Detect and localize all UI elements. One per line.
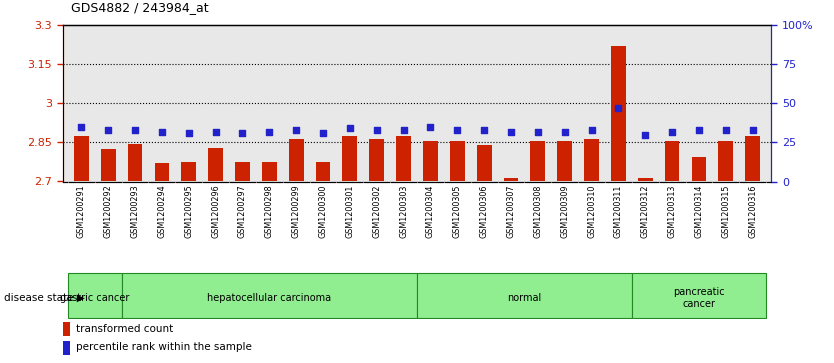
Bar	[315, 162, 330, 182]
Text: GSM1200294: GSM1200294	[158, 184, 167, 238]
Point	[558, 129, 571, 134]
Point	[692, 127, 706, 133]
Text: hepatocellular carcinoma: hepatocellular carcinoma	[208, 293, 331, 303]
Bar	[611, 46, 626, 182]
Text: GSM1200297: GSM1200297	[238, 184, 247, 238]
Point	[424, 124, 437, 130]
Point	[397, 127, 410, 133]
Text: GSM1200296: GSM1200296	[211, 184, 220, 238]
Text: transformed count: transformed count	[76, 324, 173, 334]
Point	[531, 129, 545, 134]
Bar	[691, 157, 706, 182]
FancyBboxPatch shape	[68, 273, 122, 318]
Bar	[63, 322, 70, 336]
Text: GSM1200293: GSM1200293	[131, 184, 139, 238]
Text: GDS4882 / 243984_at: GDS4882 / 243984_at	[71, 1, 208, 15]
Bar	[504, 178, 519, 182]
Point	[639, 132, 652, 138]
Bar	[74, 136, 88, 182]
Bar	[665, 141, 680, 182]
Text: GSM1200314: GSM1200314	[695, 184, 703, 238]
Point	[102, 127, 115, 133]
Point	[719, 127, 732, 133]
Bar	[101, 149, 116, 182]
Bar	[718, 141, 733, 182]
Text: GSM1200292: GSM1200292	[103, 184, 113, 238]
Text: GSM1200308: GSM1200308	[533, 184, 542, 238]
Bar	[477, 145, 491, 182]
Bar	[128, 144, 143, 182]
Bar	[557, 141, 572, 182]
Bar	[181, 162, 196, 182]
Point	[155, 129, 168, 134]
FancyBboxPatch shape	[632, 273, 766, 318]
Text: pancreatic
cancer: pancreatic cancer	[673, 287, 725, 309]
Bar	[262, 162, 277, 182]
Bar	[343, 136, 357, 182]
Text: GSM1200312: GSM1200312	[641, 184, 650, 238]
Point	[263, 129, 276, 134]
Point	[75, 124, 88, 130]
Text: GSM1200299: GSM1200299	[292, 184, 301, 238]
Text: GSM1200304: GSM1200304	[426, 184, 435, 238]
Bar	[208, 148, 223, 182]
FancyBboxPatch shape	[417, 273, 632, 318]
Text: GSM1200291: GSM1200291	[77, 184, 86, 238]
Bar	[423, 141, 438, 182]
Bar	[63, 340, 70, 355]
Text: GSM1200306: GSM1200306	[480, 184, 489, 238]
Point	[666, 129, 679, 134]
Text: normal: normal	[507, 293, 541, 303]
Text: GSM1200315: GSM1200315	[721, 184, 731, 238]
Text: GSM1200298: GSM1200298	[265, 184, 274, 238]
Point	[236, 130, 249, 136]
Text: GSM1200303: GSM1200303	[399, 184, 408, 238]
Bar	[638, 178, 653, 182]
Point	[611, 105, 625, 111]
Text: GSM1200307: GSM1200307	[506, 184, 515, 238]
Bar	[154, 163, 169, 182]
Text: GSM1200305: GSM1200305	[453, 184, 462, 238]
Text: GSM1200309: GSM1200309	[560, 184, 569, 238]
FancyBboxPatch shape	[122, 273, 417, 318]
Point	[316, 130, 329, 136]
Bar	[530, 141, 545, 182]
Bar	[396, 136, 411, 182]
Bar	[235, 162, 250, 182]
Point	[370, 127, 384, 133]
Point	[450, 127, 464, 133]
Point	[128, 127, 142, 133]
Bar	[289, 139, 304, 182]
Text: gastric cancer: gastric cancer	[60, 293, 129, 303]
Point	[289, 127, 303, 133]
Point	[746, 127, 759, 133]
Text: GSM1200316: GSM1200316	[748, 184, 757, 238]
Text: percentile rank within the sample: percentile rank within the sample	[76, 342, 252, 352]
Text: disease state ▶: disease state ▶	[4, 293, 85, 303]
Bar	[746, 136, 760, 182]
Point	[477, 127, 490, 133]
Point	[585, 127, 598, 133]
Point	[505, 129, 518, 134]
Text: GSM1200311: GSM1200311	[614, 184, 623, 238]
Point	[344, 126, 357, 131]
Text: GSM1200313: GSM1200313	[667, 184, 676, 238]
Text: GSM1200310: GSM1200310	[587, 184, 596, 238]
Text: GSM1200302: GSM1200302	[372, 184, 381, 238]
Bar	[369, 139, 384, 182]
Text: GSM1200300: GSM1200300	[319, 184, 328, 238]
Text: GSM1200295: GSM1200295	[184, 184, 193, 238]
Bar	[450, 141, 465, 182]
Point	[182, 130, 195, 136]
Point	[209, 129, 223, 134]
Text: GSM1200301: GSM1200301	[345, 184, 354, 238]
Bar	[584, 139, 599, 182]
